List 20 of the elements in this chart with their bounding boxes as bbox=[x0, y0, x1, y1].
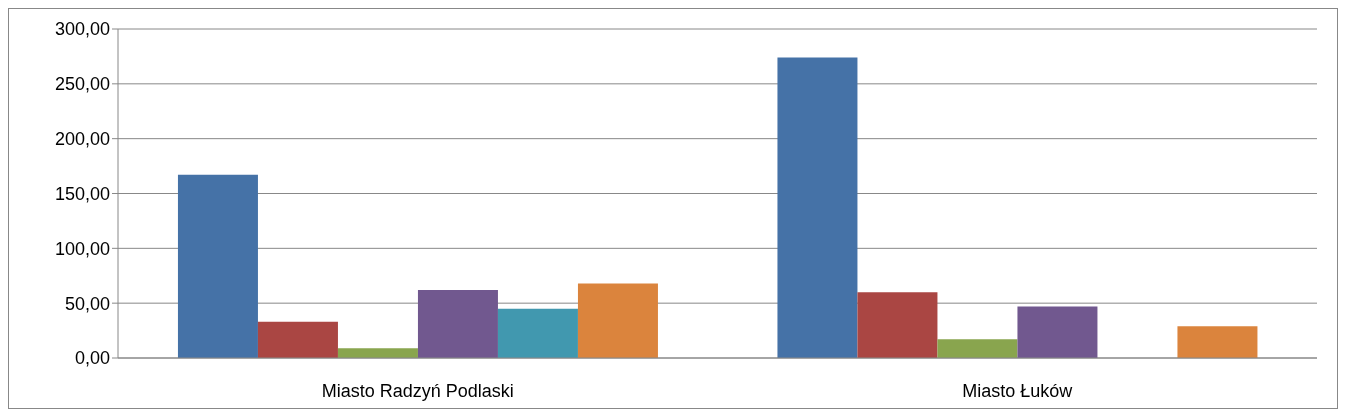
y-tick-label: 50,00 bbox=[64, 293, 110, 314]
bar bbox=[777, 57, 858, 358]
y-tick-label: 0,00 bbox=[74, 348, 110, 369]
bar bbox=[937, 339, 1018, 358]
bar bbox=[857, 292, 938, 358]
bar bbox=[417, 290, 498, 358]
x-tick-label: Miasto Łuków bbox=[962, 380, 1074, 401]
y-tick-label: 150,00 bbox=[54, 183, 110, 204]
bar bbox=[177, 174, 258, 358]
bar bbox=[497, 308, 578, 358]
bar bbox=[1177, 326, 1258, 358]
y-tick-label: 200,00 bbox=[54, 129, 110, 150]
y-tick-label: 250,00 bbox=[54, 74, 110, 95]
bar bbox=[1017, 306, 1098, 358]
y-tick-label: 100,00 bbox=[54, 238, 110, 259]
bar bbox=[337, 348, 418, 358]
bar bbox=[577, 283, 658, 358]
bar bbox=[257, 321, 338, 358]
x-tick-label: Miasto Radzyń Podlaski bbox=[321, 380, 514, 401]
y-tick-label: 300,00 bbox=[54, 19, 110, 40]
